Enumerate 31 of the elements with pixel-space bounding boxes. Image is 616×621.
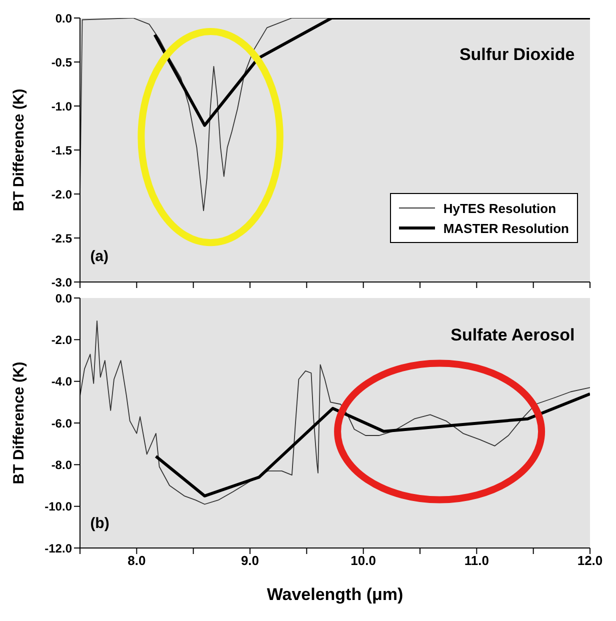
x-tick-label: 9.0 (240, 553, 260, 568)
x-tick-label: 11.0 (464, 553, 489, 568)
x-tick-label: 8.0 (128, 553, 146, 568)
y-axis-title: BT Difference (K) (10, 362, 28, 484)
y-tick-label: -1.5 (51, 143, 72, 158)
annotation: (a) (90, 248, 109, 265)
y-tick-label: -12.0 (44, 541, 72, 556)
y-tick-label: -10.0 (44, 500, 72, 514)
annotation: Sulfur Dioxide (459, 45, 575, 64)
y-axis-title: BT Difference (K) (10, 88, 28, 212)
annotation: Sulfate Aerosol (450, 326, 575, 344)
line-series (153, 18, 590, 127)
y-tick-label: -2.0 (51, 332, 72, 347)
x-axis-title: Wavelength (μm) (266, 585, 404, 604)
y-tick-label: -4.0 (51, 374, 72, 389)
legend-label: HyTES Resolution (443, 200, 556, 216)
legend-label: MASTER Resolution (443, 220, 569, 236)
line-series (154, 392, 590, 498)
y-tick-label: -8.0 (51, 458, 72, 472)
y-tick-label: -1.0 (51, 99, 72, 114)
y-tick-label: -2.5 (51, 231, 72, 246)
y-tick-label: 0.0 (55, 291, 72, 306)
y-tick-label: -3.0 (51, 275, 72, 290)
y-tick-label: -2.0 (51, 187, 72, 202)
x-tick-label: 10.0 (350, 553, 376, 568)
y-tick-label: 0.0 (55, 11, 72, 26)
x-tick-label: 12.0 (577, 553, 603, 568)
annotation: (b) (90, 515, 110, 532)
y-tick-label: -6.0 (51, 416, 72, 430)
line-series (80, 320, 590, 505)
y-tick-label: -0.5 (51, 55, 72, 70)
